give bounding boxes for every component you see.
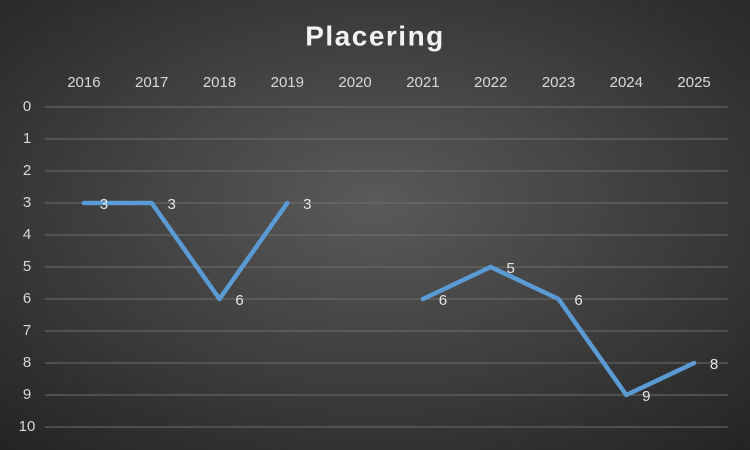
y-tick-label: 2 (23, 162, 31, 179)
y-tick-label: 10 (19, 418, 36, 435)
y-tick-label: 7 (23, 322, 31, 339)
y-tick-label: 1 (23, 130, 31, 147)
x-tick-label: 2020 (338, 74, 371, 91)
data-label: 3 (303, 196, 311, 213)
x-tick-label: 2017 (135, 74, 168, 91)
y-tick-label: 9 (23, 386, 31, 403)
data-label: 3 (168, 196, 176, 213)
x-tick-label: 2016 (67, 74, 100, 91)
chart-title: Placering (305, 20, 445, 51)
y-tick-label: 6 (23, 290, 31, 307)
x-tick-label: 2018 (203, 74, 236, 91)
data-label: 8 (710, 356, 718, 373)
data-label: 5 (507, 260, 515, 277)
data-label: 6 (439, 292, 447, 309)
data-label: 6 (235, 292, 243, 309)
x-tick-label: 2022 (474, 74, 507, 91)
y-tick-label: 8 (23, 354, 31, 371)
y-tick-label: 5 (23, 258, 31, 275)
x-tick-label: 2019 (271, 74, 304, 91)
x-tick-label: 2024 (610, 74, 643, 91)
data-label: 3 (100, 196, 108, 213)
x-tick-label: 2023 (542, 74, 575, 91)
x-tick-label: 2021 (406, 74, 439, 91)
y-tick-label: 4 (23, 226, 31, 243)
data-label: 9 (642, 388, 650, 405)
x-tick-label: 2025 (677, 74, 710, 91)
y-tick-label: 0 (23, 98, 31, 115)
data-line (81, 200, 697, 398)
y-tick-label: 3 (23, 194, 31, 211)
data-label: 6 (574, 292, 582, 309)
